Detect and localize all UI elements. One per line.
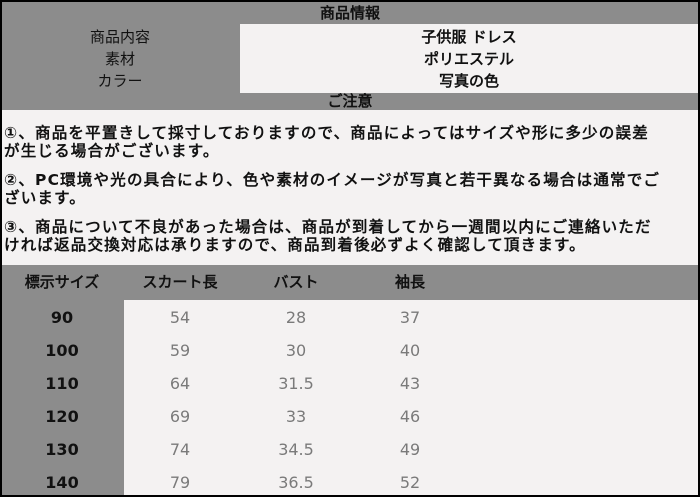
info-label-material: 素材 bbox=[104, 50, 135, 68]
column-header-skirt-length: スカート長 bbox=[142, 273, 218, 291]
cell-bust: 36.5 bbox=[278, 473, 314, 492]
note-line: ざいます。 bbox=[4, 189, 86, 207]
cell-skirt-length: 69 bbox=[169, 407, 191, 426]
info-value-color: 写真の色 bbox=[438, 72, 499, 90]
info-value-content: 子供服 ドレス bbox=[421, 28, 517, 46]
cell-bust: 30 bbox=[285, 341, 307, 360]
note-3: ③、商品について不良があった場合は、商品が到着してから一週間以内にご連絡いただ … bbox=[4, 218, 698, 254]
cell-skirt-length: 74 bbox=[169, 440, 191, 459]
cell-sleeve-length: 52 bbox=[399, 473, 421, 492]
cell-size: 120 bbox=[45, 407, 79, 426]
info-label-color: カラー bbox=[97, 72, 143, 90]
cell-size: 130 bbox=[45, 440, 79, 459]
note-line: ければ返品交換対応は承りますので、商品到着後必ずよく確認して頂きます。 bbox=[4, 236, 586, 254]
info-values-panel bbox=[240, 24, 698, 93]
info-value-material: ポリエステル bbox=[423, 50, 514, 68]
cell-sleeve-length: 43 bbox=[399, 374, 421, 393]
note-2: ②、PC環境や光の具合により、色や素材のイメージが写真と若干異なる場合は通常でご… bbox=[4, 171, 698, 207]
column-header-sleeve-length: 袖長 bbox=[394, 273, 425, 291]
product-info-title: 商品情報 bbox=[319, 4, 380, 22]
cell-skirt-length: 54 bbox=[169, 308, 191, 327]
cell-skirt-length: 64 bbox=[169, 374, 191, 393]
cell-size: 140 bbox=[45, 473, 79, 492]
notes-panel: ①、商品を平置きして採寸しておりますので、商品によってはサイズや形に多少の誤差 … bbox=[2, 110, 698, 265]
cell-bust: 31.5 bbox=[278, 374, 314, 393]
cell-bust: 28 bbox=[285, 308, 307, 327]
cell-sleeve-length: 46 bbox=[399, 407, 421, 426]
cell-size: 100 bbox=[45, 341, 79, 360]
note-line: ②、PC環境や光の具合により、色や素材のイメージが写真と若干異なる場合は通常でご bbox=[4, 171, 661, 189]
column-header-size: 標示サイズ bbox=[24, 273, 100, 291]
size-table-body bbox=[124, 300, 698, 495]
cell-bust: 33 bbox=[285, 407, 307, 426]
note-line: ①、商品を平置きして採寸しておりますので、商品によってはサイズや形に多少の誤差 bbox=[4, 124, 649, 142]
note-1: ①、商品を平置きして採寸しておりますので、商品によってはサイズや形に多少の誤差 … bbox=[4, 124, 698, 160]
cell-size: 110 bbox=[45, 374, 79, 393]
cell-skirt-length: 79 bbox=[169, 473, 191, 492]
note-line: が生じる場合がございます。 bbox=[4, 142, 220, 160]
cell-size: 90 bbox=[50, 308, 74, 327]
notes-title: ご注意 bbox=[327, 92, 373, 110]
cell-sleeve-length: 37 bbox=[399, 308, 421, 327]
cell-skirt-length: 59 bbox=[169, 341, 191, 360]
cell-sleeve-length: 40 bbox=[399, 341, 421, 360]
cell-sleeve-length: 49 bbox=[399, 440, 421, 459]
note-line: ③、商品について不良があった場合は、商品が到着してから一週間以内にご連絡いただ bbox=[4, 218, 652, 236]
info-label-content: 商品内容 bbox=[89, 28, 150, 46]
cell-bust: 34.5 bbox=[278, 440, 314, 459]
column-header-bust: バスト bbox=[273, 273, 319, 291]
